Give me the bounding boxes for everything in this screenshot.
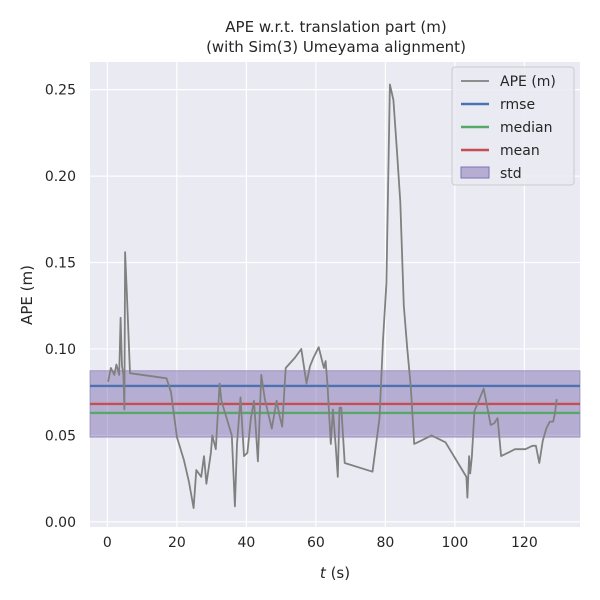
y-tick-label: 0.25	[45, 83, 76, 99]
x-axis-var: t	[320, 564, 327, 582]
legend-label: std	[500, 166, 522, 182]
series-layer	[107, 83, 558, 509]
y-tick-label: 0.15	[45, 256, 76, 272]
legend-label: APE (m)	[500, 74, 556, 90]
x-tick-label: 120	[511, 535, 538, 551]
x-tick-label: 80	[376, 535, 394, 551]
x-tick-label: 0	[103, 535, 112, 551]
ape-series-line	[107, 83, 558, 509]
chart-title: APE w.r.t. translation part (m)	[225, 18, 446, 36]
x-axis-unit: (s)	[326, 564, 350, 582]
y-tick-labels: 0.00 0.05 0.10 0.15 0.20 0.25	[45, 83, 76, 531]
legend: APE (m) rmse median mean std	[451, 66, 575, 186]
legend-label: median	[500, 120, 552, 136]
x-tick-label: 20	[168, 535, 186, 551]
x-tick-label: 100	[442, 535, 469, 551]
y-tick-label: 0.10	[45, 342, 76, 358]
legend-label: mean	[500, 143, 540, 159]
x-axis-label: t (s)	[320, 564, 350, 582]
legend-box	[451, 66, 575, 186]
y-axis-label: APE (m)	[18, 265, 36, 325]
y-tick-label: 0.00	[45, 515, 76, 531]
x-tick-label: 40	[237, 535, 255, 551]
y-tick-label: 0.05	[45, 428, 76, 444]
chart-subtitle: (with Sim(3) Umeyama alignment)	[206, 38, 466, 56]
x-tick-label: 60	[307, 535, 325, 551]
legend-swatch	[460, 166, 490, 179]
legend-label: rmse	[500, 97, 535, 113]
y-tick-label: 0.20	[45, 169, 76, 185]
x-tick-labels: 0 20 40 60 80 100 120	[103, 535, 538, 551]
